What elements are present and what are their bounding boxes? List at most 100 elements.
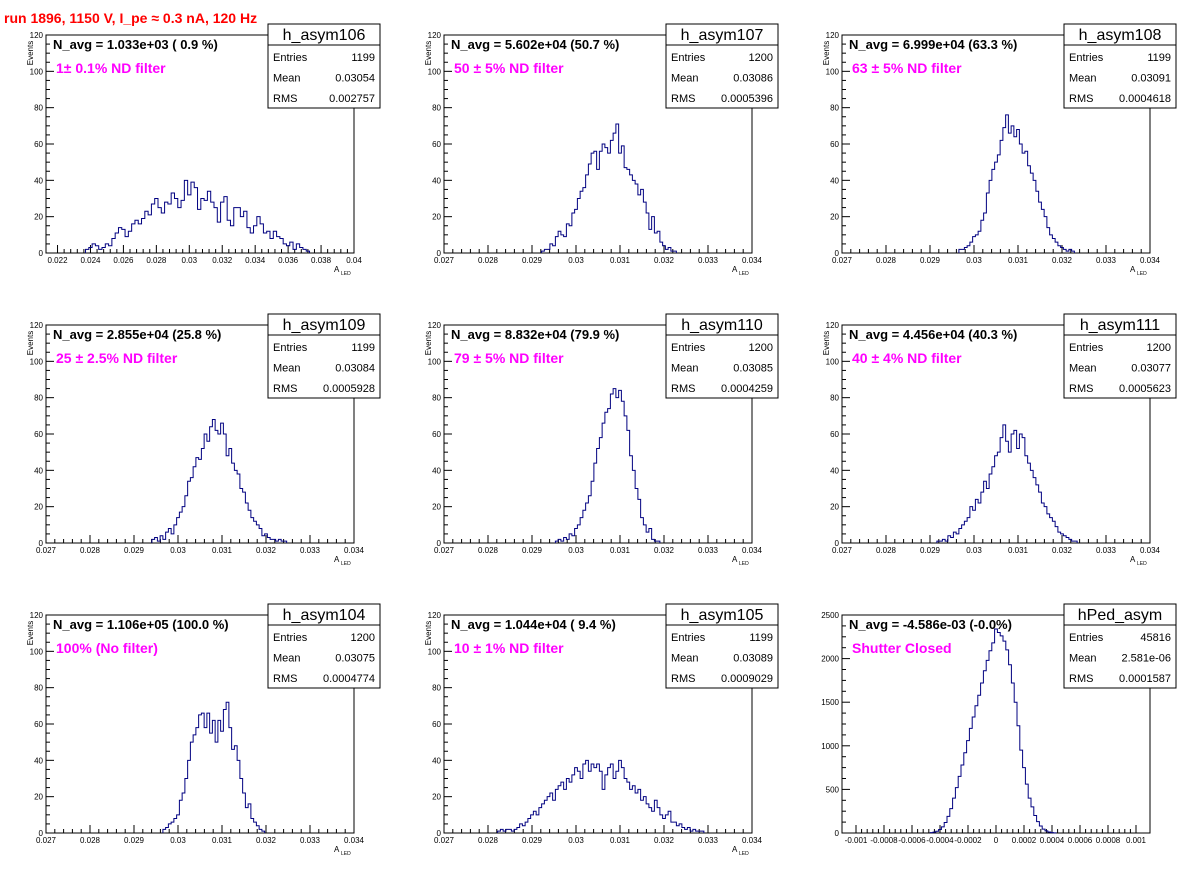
y-axis-title: Events [26, 41, 35, 65]
histogram-svg: 0 20 40 60 80 100 120 0.027 0.028 0.029 0.03 0.031 0… [822, 23, 1177, 277]
histogram-bin [583, 188, 586, 253]
histogram-bin [978, 695, 981, 833]
stats-rms-key: RMS [273, 93, 297, 105]
x-tick-label: 0.028 [478, 546, 499, 555]
x-tick-label: 0.032 [212, 256, 233, 265]
x-tick-label: 0.029 [124, 836, 145, 845]
stats-entries-value: 1200 [749, 52, 773, 64]
histogram-bin [588, 164, 591, 253]
x-tick-label: 0.032 [654, 836, 675, 845]
histogram-bin [646, 804, 649, 833]
x-axis-title: A [732, 555, 738, 564]
stats-rms-key: RMS [1069, 93, 1093, 105]
x-axis-title: A [732, 265, 738, 274]
x-tick-label: 0.033 [300, 836, 321, 845]
histogram-bin [992, 643, 995, 833]
stats-mean-key: Mean [671, 73, 699, 85]
histogram-bin [597, 169, 600, 253]
y-tick-label: 20 [830, 213, 839, 222]
histogram-bin [635, 793, 638, 833]
histogram-bin [196, 458, 199, 543]
histogram-panel: 0 20 40 60 80 100 120 0.022 0.024 0.026 0.028 0.03 0… [0, 0, 398, 290]
histogram-bin [591, 153, 594, 253]
histogram-bin [608, 153, 611, 253]
x-tick-label: 0.028 [146, 256, 167, 265]
stats-hist-name: h_asym110 [681, 317, 763, 334]
y-axis-title: Events [822, 41, 831, 65]
stats-box [1063, 23, 1177, 109]
histogram-bin [226, 456, 229, 543]
stats-rms-value: 0.002757 [329, 93, 375, 105]
stats-mean-key: Mean [671, 363, 699, 375]
x-tick-label: 0.032 [256, 836, 277, 845]
histogram-svg: 0 20 40 60 80 100 120 0.027 0.028 0.029 0.03 0.031 0… [26, 603, 381, 857]
histogram-bin [610, 394, 613, 543]
x-tick-label: 0.027 [434, 256, 455, 265]
histogram-bin [580, 779, 583, 834]
histogram-bin [608, 768, 611, 833]
y-tick-label: 60 [34, 720, 43, 729]
histogram-bin [599, 438, 602, 543]
x-tick-label: 0.03 [568, 546, 584, 555]
stats-mean-value: 0.03077 [1131, 363, 1171, 375]
y-tick-label: 20 [34, 793, 43, 802]
histogram-bin [981, 683, 984, 833]
x-tick-label: 0.034 [742, 546, 763, 555]
x-tick-label: 0.031 [610, 256, 631, 265]
histogram-bin [1003, 425, 1006, 543]
histogram-bin [616, 771, 619, 833]
histogram-bin [997, 632, 1000, 833]
y-tick-label: 80 [34, 104, 43, 113]
histogram-bin [580, 191, 583, 253]
y-tick-label: 100 [826, 357, 840, 366]
histogram-bin [605, 148, 608, 253]
histogram-bin [204, 200, 207, 253]
x-axis-title-subscript: LED [1137, 561, 1147, 567]
histogram-bin [992, 467, 995, 543]
histogram-bin [232, 463, 235, 543]
histogram-bin [1028, 166, 1031, 253]
x-tick-label: 0.032 [1052, 256, 1073, 265]
x-tick-label: 0.029 [522, 836, 543, 845]
x-tick-label: 0.029 [522, 256, 543, 265]
stats-hist-name: h_asym106 [283, 27, 366, 44]
navg-label: N_avg = 6.999e+04 (63.3 %) [849, 37, 1017, 52]
histogram-bin [240, 489, 243, 544]
histogram-bin [218, 434, 221, 543]
x-tick-label: 0.034 [742, 836, 763, 845]
stats-entries-value: 1200 [351, 632, 375, 644]
stats-box [267, 603, 381, 689]
histogram-bin [975, 235, 978, 253]
stats-mean-value: 0.03084 [335, 363, 375, 375]
x-tick-label: 0.038 [311, 256, 332, 265]
y-tick-label: 60 [432, 430, 441, 439]
histogram-bin [210, 733, 213, 833]
histogram-bin [158, 208, 161, 253]
x-tick-label: 0.027 [434, 836, 455, 845]
x-tick-label: -0.0002 [954, 836, 982, 845]
histogram-bin [1000, 438, 1003, 543]
stats-box [665, 313, 779, 399]
histogram-bin [969, 728, 972, 833]
x-tick-label: 0.029 [124, 546, 145, 555]
y-tick-label: 40 [432, 466, 441, 475]
histogram-bin [201, 449, 204, 543]
x-tick-label: 0.028 [478, 836, 499, 845]
stats-entries-value: 1199 [351, 52, 375, 64]
histogram-bin [245, 808, 248, 833]
histogram-bin [207, 441, 210, 543]
y-tick-label: 80 [432, 394, 441, 403]
histogram-bin [995, 456, 998, 543]
x-tick-label: 0.031 [610, 546, 631, 555]
navg-label: N_avg = 2.855e+04 (25.8 %) [53, 327, 221, 342]
histogram-bin [1014, 137, 1017, 253]
y-axis-title: Events [26, 621, 35, 645]
y-tick-label: 80 [432, 104, 441, 113]
histogram-bin [168, 204, 171, 253]
x-tick-label: 0 [994, 836, 999, 845]
x-tick-label: 0.028 [80, 546, 101, 555]
histogram-bin [1008, 452, 1011, 543]
histogram-line [958, 114, 1075, 253]
stats-mean-key: Mean [273, 363, 301, 375]
x-tick-label: 0.033 [1096, 256, 1117, 265]
